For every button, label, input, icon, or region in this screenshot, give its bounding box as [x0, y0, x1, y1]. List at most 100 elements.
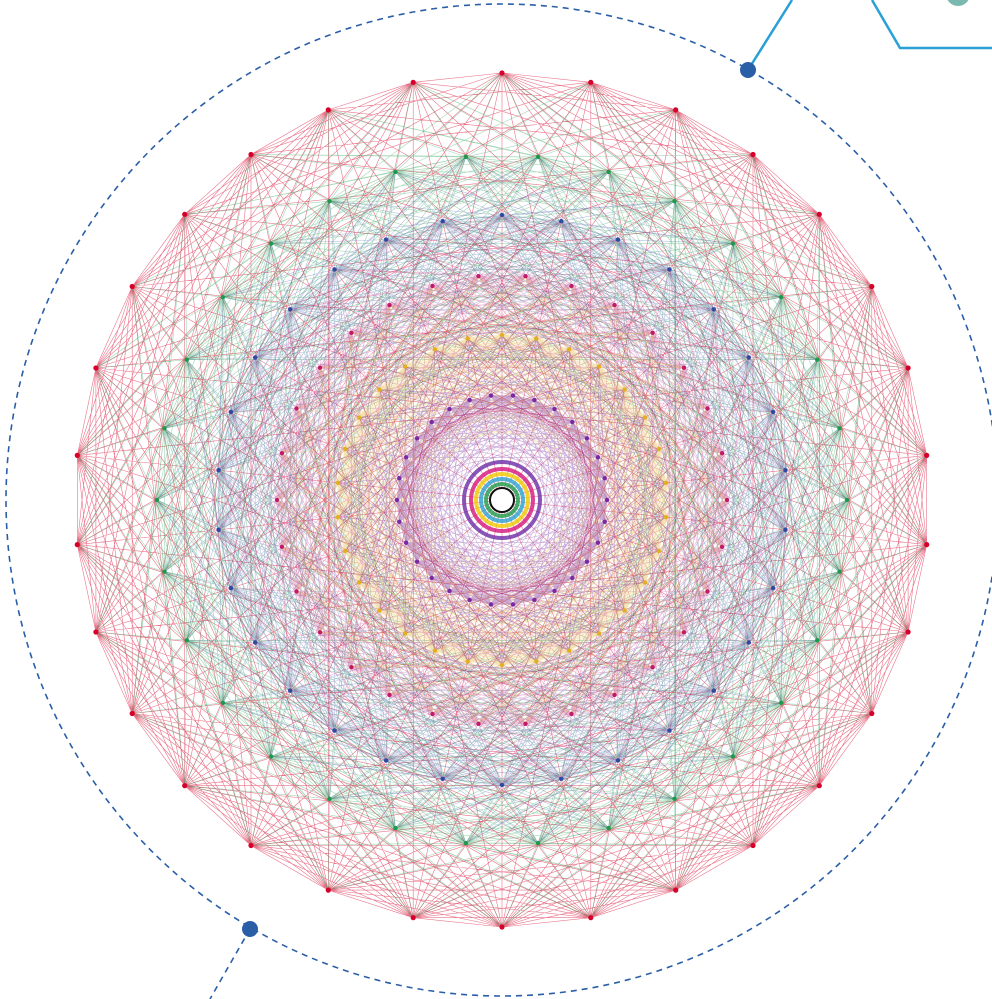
- dashed-orbit-circle: [5, 3, 992, 997]
- ring-edges-fifth: [276, 275, 728, 725]
- vertex-fourth-26: [349, 330, 354, 335]
- vertex-second-9: [815, 638, 820, 643]
- vertex-third-11: [711, 688, 716, 693]
- callout-frame-top: [870, 0, 992, 50]
- vertex-outer-15: [499, 924, 505, 930]
- vertex-outer-24: [93, 365, 99, 371]
- vertex-second-26: [268, 241, 274, 246]
- center-ring-2: [474, 472, 530, 528]
- vertex-third-29: [440, 219, 445, 224]
- vertex-second-17: [327, 796, 332, 801]
- vertex-outer-28: [325, 107, 331, 113]
- vertex-fifth-10: [642, 580, 648, 585]
- center-ring-1: [469, 467, 535, 533]
- vertex-fifth-25: [356, 415, 362, 420]
- vertex-outer-25: [129, 283, 135, 290]
- ring-vertices-inner: [394, 393, 610, 607]
- vertex-inner-20: [403, 540, 409, 545]
- vertex-fifth-3: [596, 364, 602, 369]
- vertex-inner-15: [488, 602, 494, 607]
- vertex-fifth-20: [356, 580, 362, 585]
- vertex-inner-9: [595, 540, 601, 545]
- vertex-inner-19: [414, 559, 420, 564]
- vertex-second-14: [535, 840, 541, 846]
- vertex-fifth-1: [534, 336, 539, 341]
- vertex-second-6: [837, 426, 842, 431]
- vertex-outer-20: [129, 710, 135, 717]
- vertex-outer-7: [924, 452, 930, 458]
- vertex-inner-24: [403, 455, 409, 460]
- vertex-inner-1: [532, 397, 537, 403]
- vertex-fifth-14: [534, 659, 539, 664]
- vertex-third-23: [216, 468, 221, 473]
- vertex-outer-17: [325, 887, 331, 893]
- vertex-fourth-4: [681, 365, 687, 370]
- vertex-inner-10: [584, 559, 590, 564]
- vertex-third-0: [499, 212, 505, 218]
- ring-vertices-second: [154, 154, 850, 846]
- vertex-fourth-23: [279, 451, 285, 456]
- vertex-fifth-13: [566, 648, 572, 653]
- vertex-second-18: [268, 754, 274, 759]
- edge-lines-layer: [77, 72, 927, 928]
- vertex-fourth-6: [719, 451, 725, 456]
- vertex-second-5: [815, 357, 820, 362]
- vertex-second-0: [535, 154, 541, 160]
- vertex-fourth-8: [719, 544, 725, 549]
- vertex-outer-14: [588, 915, 594, 921]
- vertex-second-20: [184, 638, 189, 643]
- vertex-third-6: [770, 409, 776, 415]
- callout-layer: [209, 0, 992, 999]
- vertex-fifth-18: [402, 631, 408, 636]
- vertex-outer-26: [182, 211, 188, 217]
- vertex-inner-13: [532, 597, 537, 603]
- vertex-third-20: [253, 640, 258, 645]
- vertex-inner-29: [488, 393, 494, 398]
- vertex-fifth-9: [656, 548, 662, 554]
- vertex-fifth-29: [465, 336, 470, 341]
- vertex-fifth-17: [432, 648, 438, 653]
- center-rings-layer: [462, 460, 542, 540]
- vertex-third-5: [746, 355, 751, 360]
- vertex-outer-29: [410, 79, 416, 85]
- vertex-layer: [74, 70, 930, 930]
- ring-vertices-fifth: [335, 332, 669, 668]
- vertex-fifth-7: [663, 480, 669, 485]
- vertex-fourth-21: [279, 544, 285, 549]
- vertex-fourth-16: [430, 711, 435, 717]
- vertex-outer-22: [74, 542, 80, 548]
- vertex-outer-18: [248, 842, 254, 849]
- vertex-fifth-24: [342, 446, 348, 452]
- vertex-third-19: [288, 688, 293, 693]
- vertex-fifth-0: [499, 332, 505, 338]
- vertex-fourth-17: [387, 692, 392, 698]
- vertex-fifth-22: [335, 515, 341, 520]
- ring-edge-path-second: [77, 72, 927, 928]
- vertex-outer-6: [905, 365, 911, 371]
- center-ring-3: [479, 477, 525, 523]
- vertex-inner-0: [510, 393, 516, 398]
- vertex-outer-4: [816, 211, 822, 217]
- vertex-third-1: [559, 219, 564, 224]
- vertex-inner-16: [467, 597, 472, 603]
- vertex-fifth-12: [596, 631, 602, 636]
- vertex-inner-12: [552, 588, 557, 594]
- ring-edges-inner: [337, 334, 667, 666]
- vertex-fifth-23: [335, 480, 341, 485]
- ring-vertices-third: [216, 212, 788, 788]
- vertex-second-25: [220, 295, 226, 300]
- vertex-third-15: [499, 782, 505, 788]
- vertex-outer-23: [74, 452, 80, 458]
- vertex-fourth-12: [612, 692, 617, 698]
- vertex-fourth-22: [274, 497, 280, 503]
- vertex-fourth-14: [523, 721, 528, 726]
- ring-vertices-fourth: [274, 274, 730, 726]
- vertex-outer-27: [248, 151, 254, 158]
- vertex-third-22: [216, 527, 221, 532]
- vertex-inner-17: [447, 588, 452, 594]
- vertex-fourth-27: [387, 302, 392, 308]
- vertex-fifth-27: [402, 364, 408, 369]
- ring-edges-second: [77, 72, 927, 928]
